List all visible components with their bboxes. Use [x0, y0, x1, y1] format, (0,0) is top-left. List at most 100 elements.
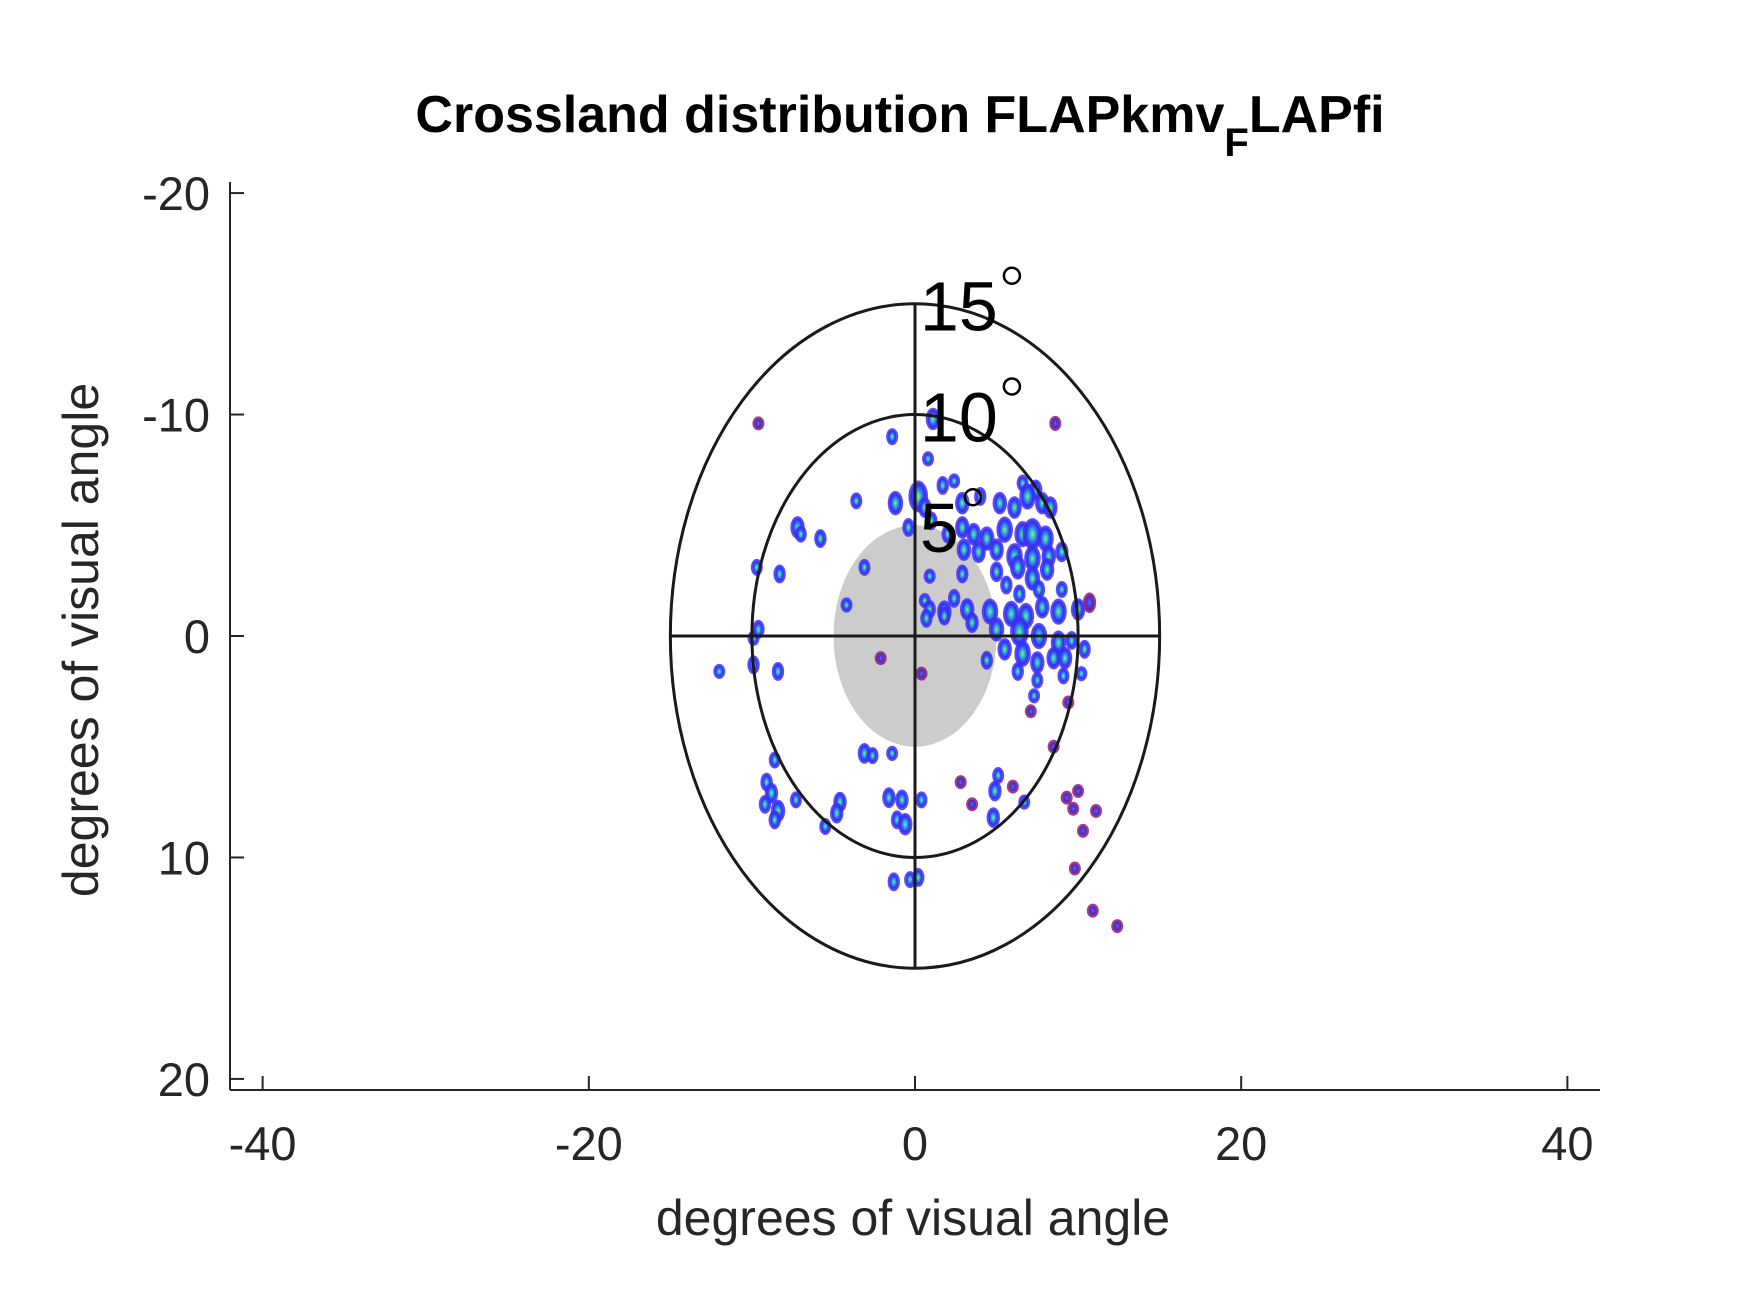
chart-title: Crossland distribution FLAPkmvFLAPfi — [415, 86, 1384, 165]
density-blob — [899, 814, 911, 834]
density-blob — [754, 621, 763, 637]
density-blob — [1045, 498, 1056, 517]
density-blob — [1036, 597, 1048, 617]
density-blob — [924, 453, 933, 465]
density-blob — [1034, 582, 1044, 597]
density-blob — [981, 528, 993, 549]
density-blob — [917, 793, 926, 807]
density-blob — [1002, 577, 1011, 593]
density-blob — [1030, 690, 1039, 702]
density-blob — [1033, 673, 1042, 687]
x-tick-label: 20 — [1215, 1117, 1267, 1170]
density-blob — [897, 791, 907, 809]
density-blob — [1048, 648, 1059, 668]
y-ticks: -20 -10 0 10 20 — [142, 167, 244, 1106]
density-blob — [888, 430, 897, 444]
density-blob — [1057, 582, 1066, 597]
y-axis-label: degrees of visual angle — [53, 383, 109, 897]
x-tick-label: 0 — [902, 1117, 928, 1170]
density-blob — [860, 560, 869, 574]
density-blob — [1084, 594, 1095, 612]
density-blob — [1080, 641, 1089, 657]
ring-label: 5 — [920, 489, 959, 567]
density-blob — [1024, 520, 1041, 549]
density-blob — [1016, 642, 1029, 665]
plot-area: 15 10 5 — [668, 266, 1162, 970]
ring-label: 15 — [920, 268, 998, 346]
title-subscript: F — [1224, 121, 1248, 165]
y-tick-label: -10 — [142, 389, 210, 442]
density-blob — [842, 599, 851, 611]
x-tick-label: -20 — [555, 1117, 623, 1170]
density-blob — [868, 749, 877, 763]
density-blob — [1032, 653, 1043, 672]
density-blob — [852, 494, 861, 508]
density-blob — [1078, 825, 1087, 836]
x-tick-label: 40 — [1541, 1117, 1593, 1170]
density-blob — [1059, 669, 1068, 683]
density-blob — [1012, 557, 1024, 578]
density-blob — [889, 874, 898, 890]
density-blob — [796, 527, 805, 541]
density-blob — [1012, 618, 1027, 645]
density-blob — [940, 608, 949, 624]
density-blob — [884, 789, 894, 807]
y-tick-label: 10 — [158, 831, 210, 884]
title-main: Crossland distribution FLAPkmv — [415, 86, 1224, 144]
density-blob — [1092, 805, 1101, 816]
x-tick-label: -40 — [229, 1117, 297, 1170]
y-tick-label: -20 — [142, 167, 210, 220]
density-blob — [816, 531, 825, 546]
density-blob — [1059, 648, 1071, 668]
density-blob — [715, 665, 724, 678]
density-blob — [876, 653, 885, 664]
density-blob — [968, 799, 977, 810]
density-blob — [949, 590, 959, 606]
density-blob — [938, 477, 947, 493]
density-blob — [998, 518, 1011, 541]
density-blob — [925, 570, 934, 582]
y-tick-label: 20 — [158, 1053, 210, 1106]
density-blob — [1021, 485, 1034, 508]
density-blob — [991, 540, 1002, 559]
density-blob — [988, 809, 998, 826]
density-blob — [1015, 586, 1024, 602]
x-ticks: -40 -20 0 20 40 — [229, 1076, 1594, 1170]
density-blob — [1026, 547, 1039, 570]
density-blob — [770, 812, 779, 828]
density-blob — [1051, 417, 1060, 429]
density-blob — [920, 499, 930, 516]
density-blob — [775, 566, 784, 582]
density-blob — [967, 614, 977, 632]
density-blob — [1074, 786, 1083, 797]
density-blob — [922, 610, 931, 626]
density-blob — [999, 639, 1010, 659]
degree-symbol — [963, 487, 983, 507]
density-blob — [982, 652, 991, 668]
title-suffix: LAPfi — [1249, 86, 1385, 144]
density-blob — [1070, 863, 1079, 874]
density-blob — [760, 796, 770, 812]
density-blob — [906, 873, 915, 887]
density-blob — [994, 769, 1003, 783]
density-blob — [1069, 803, 1078, 814]
density-blob — [973, 542, 984, 562]
density-blob — [1052, 600, 1065, 623]
density-blob — [1077, 668, 1086, 680]
density-blob — [1026, 706, 1035, 717]
density-blob — [958, 566, 967, 582]
density-blob — [889, 492, 902, 514]
density-blob — [994, 493, 1006, 513]
density-blob — [927, 513, 936, 529]
x-axis-label: degrees of visual angle — [656, 1190, 1170, 1246]
degree-symbol — [1002, 266, 1022, 285]
density-blob — [943, 526, 952, 542]
density-blob — [1008, 781, 1017, 792]
density-blob — [1013, 663, 1022, 679]
density-blob — [990, 619, 1003, 640]
density-blob — [1041, 560, 1053, 579]
density-blob — [958, 540, 970, 559]
density-blob — [950, 475, 959, 487]
density-blob — [968, 524, 979, 544]
